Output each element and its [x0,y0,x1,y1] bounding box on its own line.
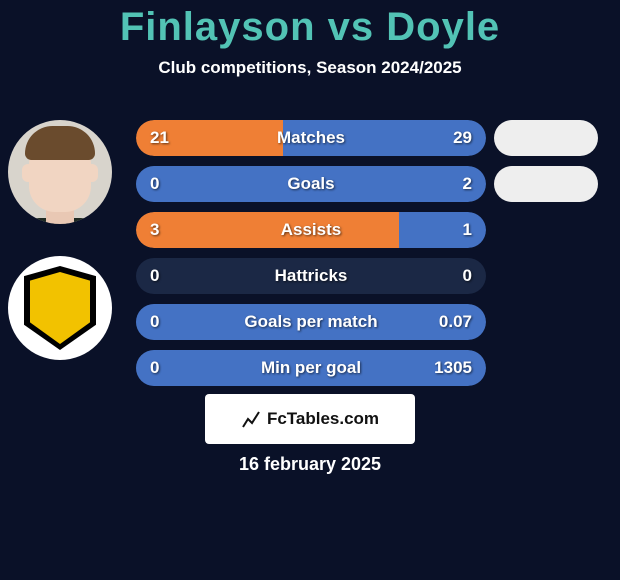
chart-icon [241,409,261,429]
stat-row: 00Hattricks [136,258,486,294]
player-avatar [8,120,112,224]
team-avatar [8,256,112,360]
face-icon [8,120,112,224]
stats-panel: 2129Matches 02Goals 31Assists 00Hattricks 00… [136,120,486,396]
stat-label: Goals per match [136,304,486,340]
stat-label: Assists [136,212,486,248]
stat-row: 31Assists [136,212,486,248]
stat-row: 02Goals [136,166,486,202]
stat-row: 2129Matches [136,120,486,156]
info-bubble [494,120,598,156]
shield-icon [24,266,96,350]
stat-label: Hattricks [136,258,486,294]
page-subtitle: Club competitions, Season 2024/2025 [0,58,620,78]
brand-box[interactable]: FcTables.com [205,394,415,444]
brand-label: FcTables.com [267,409,379,429]
bubble-column [494,120,604,396]
info-bubble [494,166,598,202]
stat-label: Goals [136,166,486,202]
stat-label: Matches [136,120,486,156]
stat-row: 01305Min per goal [136,350,486,386]
page-title: Finlayson vs Doyle [0,0,620,50]
stat-label: Min per goal [136,350,486,386]
stat-row: 00.07Goals per match [136,304,486,340]
date-text: 16 february 2025 [0,454,620,475]
avatar-column [8,120,118,360]
